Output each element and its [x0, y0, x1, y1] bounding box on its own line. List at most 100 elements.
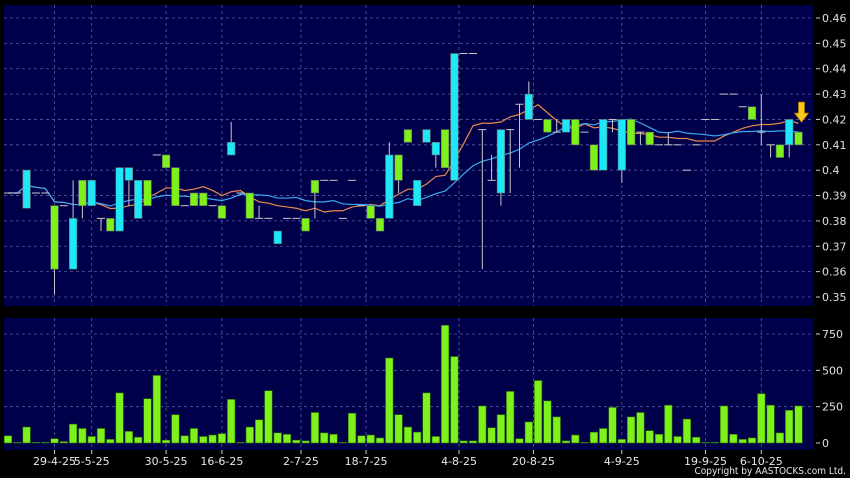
- candle-body: [385, 154, 394, 219]
- candle: [478, 129, 487, 270]
- volume-bar: [375, 437, 385, 444]
- volume-bar: [487, 427, 496, 444]
- candle: [543, 119, 552, 133]
- candle: [143, 180, 152, 206]
- volume-bar: [450, 356, 459, 444]
- candle: [794, 131, 803, 146]
- price-tick-label: 0.38: [822, 215, 847, 228]
- price-panel: [4, 5, 814, 306]
- volume-bar: [599, 428, 608, 444]
- candle: [608, 118, 617, 133]
- x-tick-label: 5-5-25: [74, 455, 110, 468]
- candle-body: [189, 192, 199, 206]
- candle-body: [106, 218, 115, 232]
- volume-bar: [394, 414, 403, 444]
- volume-bar: [710, 441, 719, 444]
- volume-tick-label: 0: [822, 437, 829, 450]
- volume-bar: [59, 441, 68, 444]
- volume-bar: [152, 375, 161, 444]
- volume-bar: [338, 441, 347, 444]
- volume-bar: [273, 432, 282, 444]
- candle: [636, 131, 645, 145]
- candle: [413, 180, 422, 206]
- candle: [496, 129, 506, 206]
- volume-bar: [3, 435, 13, 444]
- candle: [22, 169, 31, 209]
- price-tick-label: 0.4: [822, 164, 840, 177]
- volume-bar: [208, 434, 217, 444]
- candle-body: [571, 119, 580, 146]
- volume-bar: [236, 441, 245, 444]
- candle-body: [413, 180, 422, 206]
- candle-body: [199, 192, 208, 206]
- candle-body: [589, 144, 598, 171]
- candle: [385, 142, 394, 219]
- candle: [431, 141, 440, 168]
- volume-bar: [162, 439, 171, 444]
- volume-bar: [515, 438, 524, 444]
- volume-bar: [143, 398, 152, 444]
- candle: [87, 180, 96, 206]
- price-tick-label: 0.39: [822, 190, 847, 203]
- x-tick-label: 20-8-25: [512, 455, 555, 468]
- volume-bar: [227, 399, 236, 444]
- candle-body: [22, 169, 31, 209]
- volume-tick-label: 750: [822, 328, 843, 341]
- volume-bar: [552, 416, 561, 444]
- candle-body: [794, 131, 803, 146]
- candle: [255, 205, 264, 219]
- volume-bar: [478, 405, 487, 444]
- candle: [589, 144, 598, 171]
- candle-body: [87, 180, 96, 206]
- volume-bar: [701, 441, 710, 444]
- volume-bar: [506, 391, 515, 444]
- volume-bar: [292, 439, 301, 444]
- candle: [645, 131, 654, 146]
- candle-body: [50, 205, 59, 270]
- volume-bar: [785, 409, 794, 444]
- candle: [227, 121, 236, 156]
- candle-body: [217, 205, 227, 219]
- candle: [440, 129, 450, 168]
- volume-bar: [403, 426, 413, 444]
- volume-bar: [320, 432, 329, 444]
- candle: [422, 129, 431, 143]
- volume-bar: [589, 431, 598, 444]
- volume-bar: [561, 440, 571, 444]
- volume-bar: [329, 433, 338, 444]
- volume-bar: [366, 434, 375, 444]
- candle: [310, 180, 320, 219]
- volume-bar: [106, 439, 115, 444]
- volume-bar: [357, 435, 366, 444]
- price-tick-label: 0.44: [822, 63, 847, 76]
- candle-body: [273, 230, 282, 245]
- volume-bar: [282, 433, 292, 444]
- candle-body: [171, 167, 180, 206]
- candle: [171, 167, 180, 206]
- volume-bar: [422, 392, 431, 444]
- x-tick-label: 4-9-25: [604, 455, 640, 468]
- candle: [599, 119, 608, 171]
- x-tick-label: 30-5-25: [145, 455, 188, 468]
- volume-bar: [413, 431, 422, 444]
- candle-body: [245, 192, 254, 219]
- candle-body: [450, 53, 459, 181]
- volume-bar: [134, 436, 143, 444]
- volume-bar: [347, 412, 357, 444]
- volume-bar: [180, 435, 189, 444]
- volume-bar: [440, 324, 450, 444]
- candle-body: [645, 131, 654, 146]
- candle: [626, 119, 636, 146]
- candle: [106, 218, 115, 232]
- volume-bar: [41, 441, 50, 444]
- volume-bar: [459, 440, 468, 444]
- candle-body: [431, 141, 440, 156]
- candle-body: [115, 167, 124, 232]
- volume-bar: [78, 428, 87, 444]
- volume-bar: [673, 436, 682, 444]
- volume-bar: [22, 426, 31, 444]
- candle-body: [617, 119, 626, 171]
- volume-bar: [636, 412, 645, 444]
- candle: [450, 53, 459, 181]
